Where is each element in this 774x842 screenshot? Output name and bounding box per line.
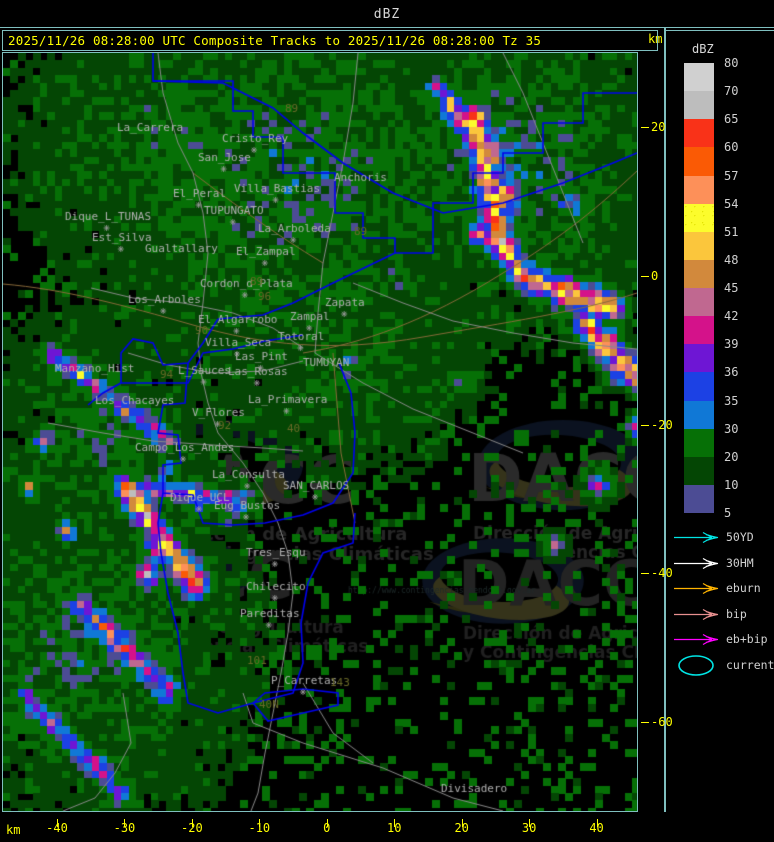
colorbar-tick-label: 48 <box>724 252 739 267</box>
x-tick-label: -30 <box>113 821 136 835</box>
y-tick <box>641 127 649 129</box>
colorbar-band <box>684 203 714 232</box>
arrow-right-icon <box>672 576 720 601</box>
colorbar-tick-label: 42 <box>724 309 739 324</box>
x-tick-label: 20 <box>454 821 469 835</box>
x-tick <box>124 819 126 827</box>
timestamp-bar: 2025/11/26 08:28:00 UTC Composite Tracks… <box>2 30 658 50</box>
headerstrip-top-border <box>2 30 658 31</box>
legend-row-current[interactable]: current <box>668 653 774 678</box>
legend-row-bip[interactable]: bip <box>668 602 772 627</box>
colorbar-band <box>684 316 714 345</box>
x-tick-label: -10 <box>248 821 271 835</box>
y-tick <box>641 721 649 723</box>
colorbar-band <box>684 259 714 288</box>
colorbar-tick-label: 70 <box>724 84 739 99</box>
window-title: dBZ <box>373 6 401 22</box>
x-tick <box>56 819 58 827</box>
x-tick-label: 30 <box>521 821 537 835</box>
colorbar-band <box>684 119 714 148</box>
colorbar-tick-label: 65 <box>724 112 739 127</box>
colorbar-tick-label: 39 <box>724 337 739 352</box>
colorbar-band <box>684 288 714 317</box>
x-tick <box>394 819 396 827</box>
y-axis-unit-label: km <box>648 32 663 46</box>
legend-label: current <box>726 657 774 672</box>
y-tick <box>641 424 649 426</box>
x-axis-unit-label: km <box>6 823 21 837</box>
x-tick <box>259 819 261 827</box>
titlebar-divider <box>0 27 774 28</box>
headerstrip-left-border <box>2 30 3 51</box>
colorbar-tick-label: 20 <box>724 449 739 464</box>
x-tick <box>191 819 193 827</box>
y-tick-label: -20 <box>651 417 673 432</box>
colorbar-tick-label: 51 <box>724 224 739 239</box>
x-tick-label: 40 <box>589 821 604 835</box>
y-tick <box>641 573 649 575</box>
x-tick-label: -20 <box>181 821 203 835</box>
x-tick-label: 0 <box>323 821 331 835</box>
legend-label: eburn <box>726 581 761 595</box>
colorbar-tick-label: 35 <box>724 393 739 408</box>
colorbar-band <box>684 175 714 204</box>
headerstrip-right-border <box>657 30 658 51</box>
colorbar-tick-label: 10 <box>724 477 739 492</box>
legend-row-eb-bip[interactable]: eb+bip <box>668 627 772 652</box>
colorbar-title: dBZ <box>692 42 714 56</box>
arrow-right-icon <box>672 525 720 550</box>
arrow-right-icon <box>672 551 720 576</box>
x-tick <box>596 819 598 827</box>
legend-label: 50YD <box>726 530 754 544</box>
colorbar-band <box>684 147 714 176</box>
colorbar-band <box>684 372 714 401</box>
window-titlebar: dBZ <box>0 0 774 28</box>
y-tick-label: 20 <box>651 120 666 135</box>
colorbar-tick-label: 36 <box>724 365 739 380</box>
arrow-right-icon <box>672 627 720 652</box>
colorbar-band <box>684 63 714 92</box>
colorbar-band <box>684 428 714 457</box>
colorbar-tick-label: 54 <box>724 196 739 211</box>
y-tick-label: 0 <box>651 268 659 283</box>
x-tick <box>326 819 328 827</box>
ellipse-icon <box>672 653 720 678</box>
legend-row-50yd[interactable]: 50YD <box>668 525 772 550</box>
colorbar-tick-label: 30 <box>724 421 739 436</box>
legend-panel: dBZ 80 70 65 60 57 54 51 48 45 42 39 36 35 30 20 10 5 50… <box>662 30 774 812</box>
y-tick-label: -40 <box>651 566 673 581</box>
radar-echo-canvas[interactable] <box>3 53 637 811</box>
colorbar-band <box>684 456 714 485</box>
y-tick <box>641 275 649 277</box>
colorbar-tick-label: 57 <box>724 168 739 183</box>
reflectivity-colorbar[interactable] <box>684 63 714 513</box>
radar-map-viewport[interactable] <box>2 52 638 812</box>
headerstrip-bottom-border <box>2 50 658 51</box>
colorbar-tick-label: 60 <box>724 140 739 155</box>
colorbar-band <box>684 484 714 513</box>
legend-label: 30HM <box>726 555 754 570</box>
right-panel-top-border <box>664 30 774 31</box>
x-tick <box>529 819 531 827</box>
arrow-right-icon <box>672 602 720 627</box>
legend-label: eb+bip <box>726 632 768 646</box>
y-tick-label: -60 <box>651 714 673 729</box>
colorbar-band <box>684 400 714 429</box>
legend-label: bip <box>726 606 747 621</box>
legend-row-30hm[interactable]: 30HM <box>668 551 772 576</box>
x-tick-label: -40 <box>46 821 68 835</box>
colorbar-tick-label: 45 <box>724 281 739 295</box>
colorbar-band <box>684 91 714 120</box>
timestamp-label: 2025/11/26 08:28:00 UTC Composite Tracks… <box>8 32 542 48</box>
colorbar-tick-label: 5 <box>724 506 732 520</box>
x-tick <box>461 819 463 827</box>
right-panel-separator <box>664 28 666 812</box>
colorbar-band <box>684 231 714 260</box>
colorbar-tick-label: 80 <box>724 56 739 70</box>
x-tick-label: 10 <box>386 821 402 835</box>
colorbar-band <box>684 344 714 373</box>
legend-row-eburn[interactable]: eburn <box>668 576 772 601</box>
